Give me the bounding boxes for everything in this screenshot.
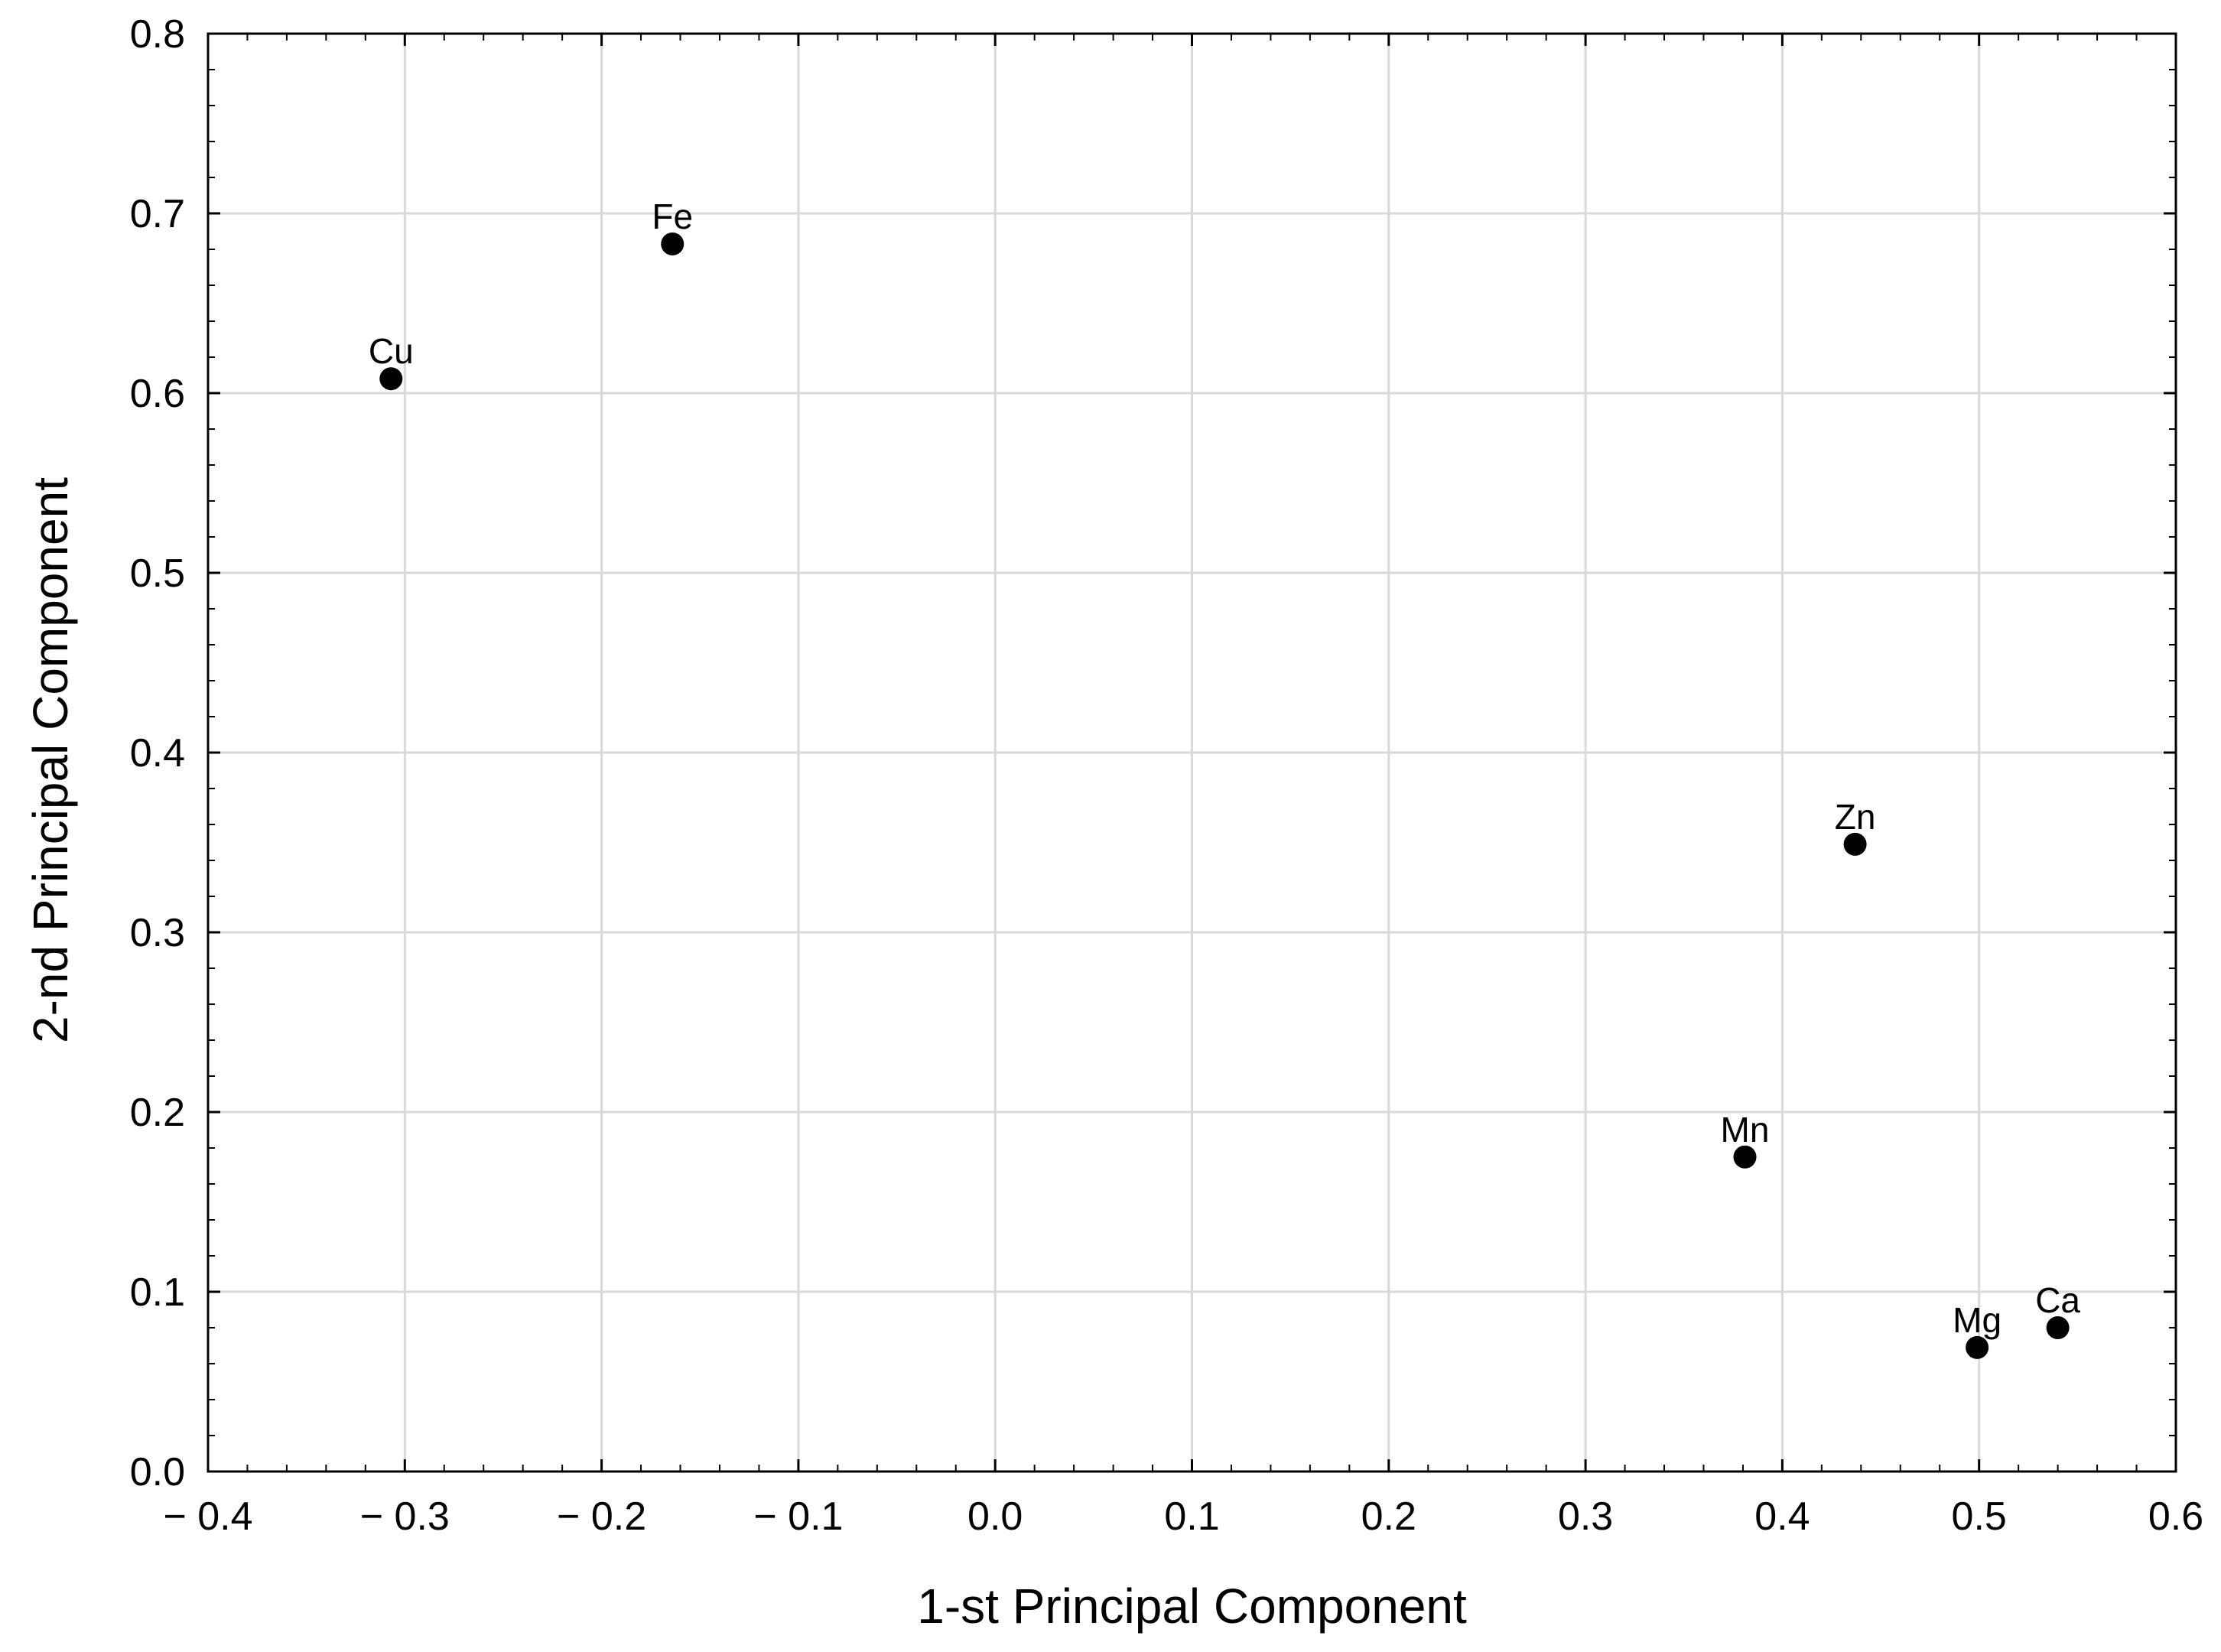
point-label: Zn: [1835, 797, 1876, 837]
point-layer: Cu Fe Zn Mn Mg Ca: [369, 197, 2080, 1359]
point-marker: [661, 232, 685, 255]
x-tick-label: − 0.2: [557, 1494, 646, 1539]
x-tick-label: − 0.4: [163, 1494, 252, 1539]
data-point-mn: Mn: [1721, 1110, 1770, 1169]
y-tick-label: 0.1: [130, 1270, 185, 1315]
y-tick-label: 0.0: [130, 1450, 185, 1494]
y-tick-label: 0.3: [130, 911, 185, 955]
point-label: Fe: [652, 197, 693, 236]
x-tick-label: 0.6: [2148, 1494, 2203, 1539]
x-tick-label: 0.3: [1558, 1494, 1613, 1539]
y-tick-label: 0.7: [130, 192, 185, 236]
data-point-ca: Ca: [2035, 1280, 2080, 1339]
data-point-zn: Zn: [1835, 797, 1876, 856]
plot-area-frame: [206, 32, 2177, 1473]
point-marker: [1843, 832, 1867, 856]
x-tick-label: 0.1: [1164, 1494, 1219, 1539]
x-axis-title: 1-st Principal Component: [917, 1579, 1467, 1634]
data-point-mg: Mg: [1953, 1300, 2002, 1359]
y-axis-title: 2-nd Principal Component: [23, 477, 78, 1043]
y-tick-label: 0.5: [130, 551, 185, 596]
y-tick-label: 0.6: [130, 372, 185, 416]
x-tick-label: 0.0: [967, 1494, 1023, 1539]
x-tick-label: 0.2: [1361, 1494, 1416, 1539]
x-tick-label: − 0.3: [360, 1494, 450, 1539]
point-label: Mg: [1953, 1300, 2002, 1340]
data-point-fe: Fe: [652, 197, 693, 255]
data-point-cu: Cu: [369, 331, 414, 391]
y-tick-label: 0.4: [130, 731, 185, 776]
point-label: Mn: [1721, 1110, 1770, 1150]
point-marker: [2046, 1316, 2070, 1339]
tick-label-layer: − 0.4 − 0.3 − 0.2 − 0.1 0.0 0.1 0.2 0.3 0.4 0.5 0.…: [130, 12, 2203, 1539]
x-tick-label: 0.5: [1952, 1494, 2007, 1539]
point-marker: [379, 367, 403, 391]
y-tick-label: 0.2: [130, 1091, 185, 1135]
x-tick-label: − 0.1: [753, 1494, 843, 1539]
point-marker: [1733, 1145, 1757, 1169]
point-label: Cu: [369, 331, 414, 371]
x-tick-label: 0.4: [1754, 1494, 1810, 1539]
point-label: Ca: [2035, 1280, 2080, 1320]
point-marker: [1966, 1335, 1989, 1359]
y-tick-label: 0.8: [130, 12, 185, 57]
